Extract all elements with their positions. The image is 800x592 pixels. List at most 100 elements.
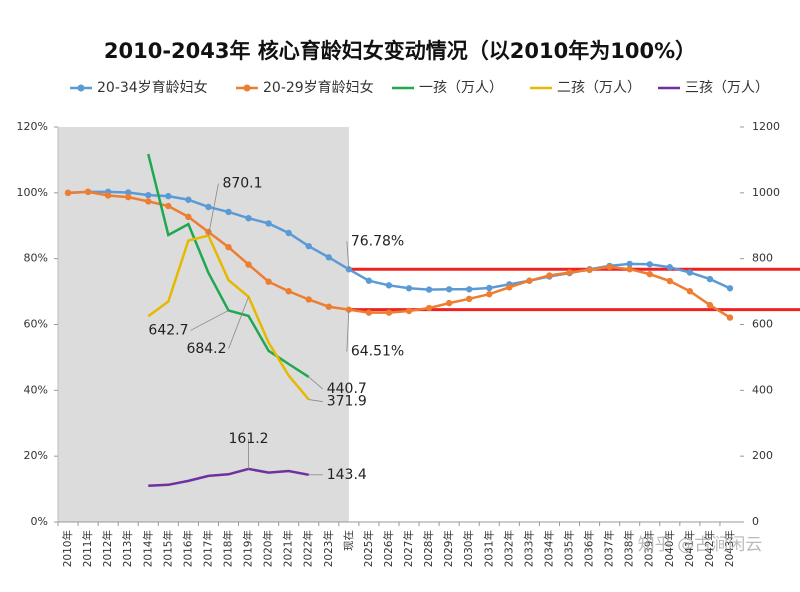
data-point — [646, 261, 653, 268]
y-tick-label: 0% — [31, 515, 48, 528]
y-tick-label: 100% — [17, 186, 48, 199]
data-point — [506, 284, 513, 291]
data-point — [726, 285, 734, 292]
label-leader — [346, 309, 350, 352]
x-tick-label: 2043年 — [723, 530, 736, 567]
watermark: 知乎 @古涧闲云 — [638, 535, 762, 555]
x-tick-label: 2012年 — [101, 530, 114, 567]
x-tick-label: 2029年 — [442, 530, 455, 567]
data-point — [325, 303, 332, 310]
x-tick-label: 2023年 — [322, 530, 335, 567]
y2-tick-label: 1000 — [752, 186, 780, 199]
y2-tick-label: 200 — [752, 449, 773, 462]
x-tick-label: 2038年 — [623, 530, 636, 567]
data-point — [546, 272, 553, 279]
data-label: 143.4 — [327, 467, 367, 483]
x-tick-label: 2031年 — [482, 530, 495, 567]
x-tick-label: 2025年 — [362, 530, 375, 567]
y-tick-label: 40% — [24, 383, 48, 396]
data-point — [205, 203, 212, 211]
data-label: 371.9 — [327, 394, 367, 410]
label-leader — [346, 241, 350, 270]
data-point — [445, 286, 453, 293]
x-tick-label: 2015年 — [161, 530, 174, 567]
x-tick-label: 2018年 — [222, 530, 235, 567]
x-tick-label: 2016年 — [181, 530, 194, 567]
label-leader — [228, 296, 249, 349]
past-region — [58, 127, 349, 522]
data-point — [686, 269, 694, 276]
x-tick-label: 2013年 — [121, 530, 134, 567]
data-point — [405, 285, 413, 292]
label-leader — [308, 376, 323, 390]
data-point — [145, 198, 152, 205]
series-line — [67, 190, 731, 319]
data-label: 161.2 — [229, 431, 269, 447]
x-tick-label: 2019年 — [242, 530, 255, 567]
x-tick-label: 2036年 — [583, 530, 596, 567]
x-tick-label: 2014年 — [141, 530, 154, 567]
data-point — [466, 295, 473, 303]
data-point — [726, 314, 734, 321]
data-point — [125, 193, 132, 201]
chart-title: 2010-2043年 核心育龄妇女变动情况（以2010年为100%） — [104, 39, 696, 63]
x-tick-label: 2032年 — [502, 530, 515, 567]
data-point — [285, 229, 292, 237]
legend-marker — [77, 84, 85, 92]
data-point — [165, 202, 172, 210]
x-tick-label: 2011年 — [81, 530, 94, 567]
x-tick-label: 2027年 — [402, 530, 415, 567]
data-point — [486, 284, 493, 292]
data-point — [185, 213, 192, 221]
x-tick-label: 2030年 — [462, 530, 475, 567]
data-point — [466, 286, 473, 293]
data-point — [486, 291, 493, 298]
data-point — [345, 306, 353, 313]
data-point — [445, 299, 453, 307]
data-point — [305, 296, 312, 303]
label-leader — [308, 399, 323, 402]
y-tick-label: 60% — [24, 318, 48, 331]
data-point — [626, 266, 633, 273]
label-leader — [208, 183, 219, 236]
data-point — [64, 189, 72, 197]
x-tick-label: 2039年 — [643, 530, 656, 567]
data-point — [265, 278, 272, 285]
data-point — [205, 228, 212, 236]
data-label: 684.2 — [186, 341, 226, 357]
series-line — [147, 234, 310, 401]
series-line — [148, 467, 309, 488]
data-point — [425, 304, 433, 312]
data-point — [245, 261, 252, 268]
data-point — [706, 275, 714, 283]
y2-tick-label: 1200 — [752, 120, 780, 133]
data-point — [686, 288, 694, 295]
x-tick-label: 2021年 — [282, 530, 295, 567]
data-point — [265, 220, 272, 227]
data-point — [425, 286, 433, 293]
data-point — [606, 263, 613, 271]
x-tick-label: 现在 — [343, 530, 355, 551]
x-tick-label: 2033年 — [522, 530, 535, 567]
y-tick-label: 20% — [24, 449, 48, 462]
data-point — [325, 254, 332, 261]
x-tick-label: 2022年 — [302, 530, 315, 567]
legend-label: 20-29岁育龄妇女 — [263, 79, 374, 96]
series-line — [67, 190, 731, 291]
x-tick-label: 2035年 — [563, 530, 576, 567]
x-tick-label: 2042年 — [703, 530, 716, 567]
data-point — [84, 188, 92, 196]
x-tick-label: 2010年 — [61, 530, 74, 567]
data-point — [225, 243, 232, 251]
legend-label: 二孩（万人） — [557, 80, 641, 96]
data-point — [245, 214, 252, 222]
data-point — [145, 191, 152, 199]
y-tick-label: 80% — [24, 252, 48, 265]
data-point — [666, 277, 673, 285]
y2-tick-label: 600 — [752, 318, 773, 331]
y2-tick-label: 0 — [752, 515, 759, 528]
x-tick-label: 2037年 — [603, 530, 616, 567]
data-point — [365, 309, 373, 316]
data-point — [104, 192, 112, 199]
y-tick-label: 120% — [17, 120, 48, 133]
